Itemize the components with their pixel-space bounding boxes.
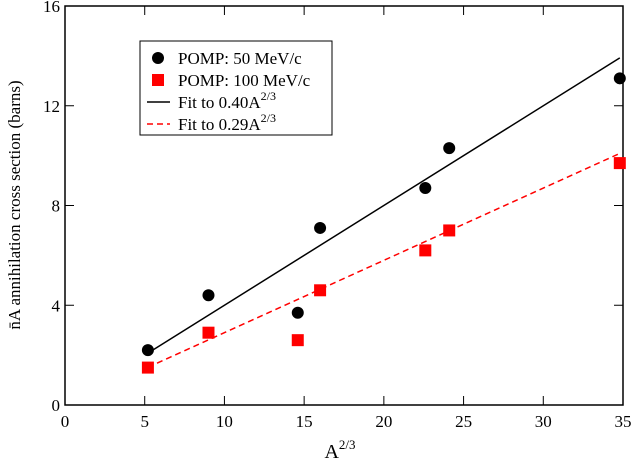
point	[419, 244, 432, 257]
x-tick-label: 35	[615, 412, 631, 431]
legend-label-text: Fit to 0.40A	[178, 93, 261, 112]
point	[291, 334, 304, 347]
point	[291, 306, 304, 319]
x-tick-label: 25	[455, 412, 472, 431]
x-tick-label: 30	[535, 412, 552, 431]
legend-label-sup: 2/3	[261, 89, 276, 103]
point	[202, 289, 215, 302]
legend-label: Fit to 0.29A2/3	[178, 111, 276, 134]
legend-marker	[152, 74, 164, 86]
x-tick-label: 15	[296, 412, 313, 431]
point	[419, 182, 432, 195]
legend-label-text: POMP: 50 MeV/c	[178, 49, 302, 68]
y-tick-label: 0	[52, 396, 61, 415]
y-tick-label: 8	[52, 197, 61, 216]
legend-label-text: POMP: 100 MeV/c	[178, 71, 311, 90]
legend-label-text: Fit to 0.29A	[178, 115, 261, 134]
point	[141, 361, 154, 374]
legend-label: Fit to 0.40A2/3	[178, 89, 276, 112]
legend-box	[139, 40, 333, 136]
legend-marker	[152, 52, 164, 64]
point	[141, 344, 154, 357]
legend-label: POMP: 100 MeV/c	[178, 71, 311, 90]
y-tick-label: 12	[43, 97, 60, 116]
point	[613, 157, 626, 170]
x-axis-label: A2/3	[324, 437, 355, 463]
x-tick-label: 0	[61, 412, 70, 431]
legend-label: POMP: 50 MeV/c	[178, 49, 302, 68]
fit-line	[147, 57, 621, 354]
legend-label-sup: 2/3	[261, 111, 276, 125]
y-tick-label: 4	[52, 296, 61, 315]
fit-line	[147, 152, 621, 369]
point	[314, 284, 327, 297]
point	[443, 142, 456, 155]
x-axis-label-sup: 2/3	[339, 437, 356, 452]
point	[314, 221, 327, 234]
x-tick-label: 10	[216, 412, 233, 431]
y-tick-label: 16	[43, 0, 60, 16]
x-axis-label-base: A	[324, 441, 339, 463]
x-tick-label: 20	[375, 412, 392, 431]
y-axis-label: n̄A annihilation cross section (barns)	[5, 80, 24, 329]
point	[613, 72, 626, 85]
point	[202, 326, 215, 339]
x-tick-label: 5	[140, 412, 149, 431]
